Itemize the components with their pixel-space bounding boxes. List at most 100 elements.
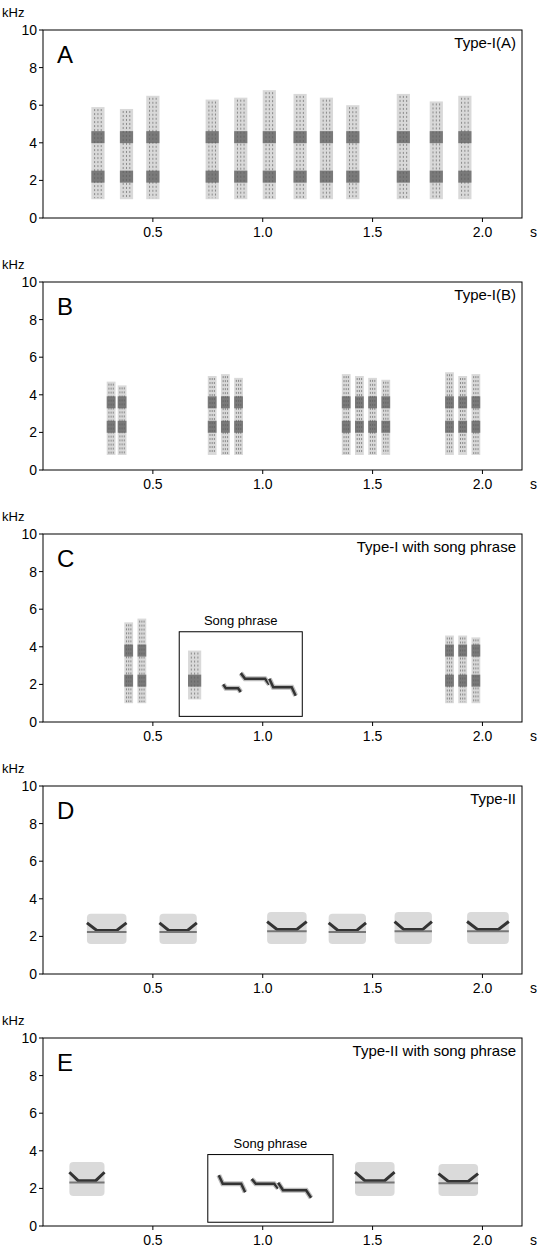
y-tick bbox=[39, 105, 43, 106]
tone-halo bbox=[241, 673, 270, 684]
tone-halo bbox=[252, 1179, 278, 1188]
y-tick-label: 0 bbox=[29, 1218, 37, 1234]
burst-grain bbox=[130, 624, 131, 702]
x-axis-title: s bbox=[530, 476, 537, 492]
x-tick-label: 2.0 bbox=[473, 980, 493, 996]
burst-band bbox=[137, 675, 146, 687]
burst-band bbox=[221, 396, 230, 408]
plot-frame bbox=[43, 786, 522, 974]
panel-title: Type-II bbox=[470, 790, 516, 807]
burst-grain bbox=[374, 380, 375, 454]
burst-body bbox=[107, 382, 116, 455]
burst-band bbox=[458, 645, 467, 657]
y-tick bbox=[39, 1038, 43, 1039]
burst-band bbox=[346, 171, 359, 183]
tone-halo bbox=[269, 679, 295, 696]
y-tick-label: 2 bbox=[29, 676, 37, 692]
tone-line bbox=[219, 1175, 245, 1192]
y-tick-label: 4 bbox=[29, 387, 37, 403]
y-tick-label: 0 bbox=[29, 462, 37, 478]
contour-line bbox=[69, 1181, 104, 1183]
burst-band bbox=[368, 421, 377, 433]
y-tick bbox=[39, 1075, 43, 1076]
y-tick bbox=[39, 67, 43, 68]
y-tick bbox=[39, 432, 43, 433]
burst-body bbox=[206, 100, 219, 200]
y-tick bbox=[39, 646, 43, 647]
y-tick-label: 10 bbox=[21, 1030, 37, 1046]
syllable-contour bbox=[267, 912, 307, 944]
burst-body bbox=[234, 378, 243, 455]
burst-grain bbox=[329, 100, 330, 199]
syllable-burst bbox=[458, 96, 471, 199]
contour-body bbox=[267, 912, 307, 944]
burst-band bbox=[124, 675, 133, 687]
x-tick-label: 1.0 bbox=[253, 980, 273, 996]
burst-body bbox=[355, 376, 364, 455]
burst-grain bbox=[400, 96, 401, 198]
plot-frame bbox=[43, 30, 522, 218]
burst-grain bbox=[464, 378, 465, 454]
syllable-contour bbox=[355, 1162, 395, 1196]
burst-band bbox=[188, 675, 201, 687]
burst-band bbox=[234, 421, 243, 433]
y-tick bbox=[39, 898, 43, 899]
burst-band bbox=[124, 645, 133, 657]
panel: 02468100.51.01.52.0kHzsEType-II with son… bbox=[2, 1013, 537, 1248]
y-tick bbox=[39, 357, 43, 358]
y-tick-label: 8 bbox=[29, 816, 37, 832]
x-tick bbox=[372, 470, 373, 474]
burst-band bbox=[445, 645, 454, 657]
y-tick bbox=[39, 684, 43, 685]
contour-line bbox=[267, 930, 307, 932]
y-tick bbox=[39, 861, 43, 862]
syllable-burst bbox=[118, 385, 127, 455]
y-axis-title: kHz bbox=[2, 761, 24, 776]
burst-band bbox=[445, 675, 454, 687]
burst-grain bbox=[227, 376, 228, 454]
x-tick bbox=[262, 218, 263, 222]
burst-grain bbox=[475, 376, 476, 454]
x-tick bbox=[482, 974, 483, 978]
panel-title: Type-I(A) bbox=[454, 34, 516, 51]
burst-body bbox=[137, 619, 146, 704]
x-tick-label: 1.0 bbox=[253, 1232, 273, 1248]
burst-grain bbox=[240, 380, 241, 454]
tone-line bbox=[269, 679, 295, 696]
syllable-tone bbox=[269, 679, 295, 696]
contour-body bbox=[159, 914, 196, 944]
burst-body bbox=[471, 374, 480, 455]
panel: 02468100.51.01.52.0kHzsBType-I(B) bbox=[2, 257, 537, 492]
burst-grain bbox=[326, 100, 327, 199]
burst-grain bbox=[212, 378, 213, 454]
marks bbox=[69, 1162, 478, 1198]
syllable-burst bbox=[107, 382, 116, 455]
syllable-contour bbox=[395, 912, 432, 944]
y-tick-label: 10 bbox=[21, 22, 37, 38]
syllable-burst bbox=[381, 380, 390, 455]
panel: 02468100.51.01.52.0kHzsAType-I(A) bbox=[2, 5, 537, 240]
burst-band bbox=[221, 421, 230, 433]
syllable-tone bbox=[241, 673, 270, 684]
burst-grain bbox=[300, 96, 301, 198]
x-tick bbox=[262, 470, 263, 474]
burst-grain bbox=[144, 621, 145, 703]
burst-body bbox=[397, 94, 410, 199]
x-axis-title: s bbox=[530, 224, 537, 240]
contour-line bbox=[159, 931, 196, 933]
y-tick-label: 10 bbox=[21, 274, 37, 290]
x-tick-label: 2.0 bbox=[473, 728, 493, 744]
x-axis-title: s bbox=[530, 980, 537, 996]
burst-band bbox=[458, 396, 467, 408]
x-tick-label: 0.5 bbox=[143, 224, 163, 240]
y-tick-label: 10 bbox=[21, 526, 37, 542]
x-tick bbox=[482, 722, 483, 726]
syllable-contour bbox=[87, 914, 127, 944]
syllable-tone bbox=[252, 1179, 278, 1188]
burst-body bbox=[458, 636, 467, 704]
song-phrase-box bbox=[208, 1155, 333, 1223]
panel-letter: D bbox=[57, 797, 74, 824]
burst-body bbox=[118, 385, 127, 455]
burst-body bbox=[471, 637, 480, 703]
burst-body bbox=[445, 372, 454, 455]
